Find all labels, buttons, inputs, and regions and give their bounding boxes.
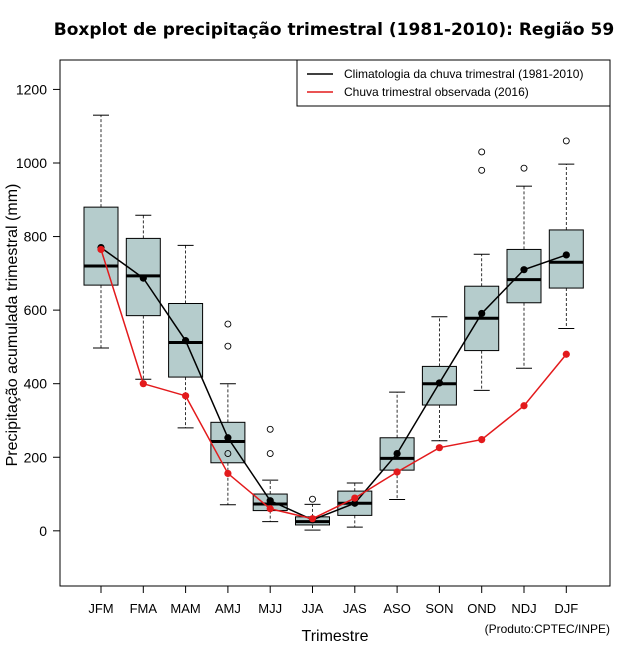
series-point-observed [478,436,486,444]
series-point-observed [139,380,147,388]
y-tick-label: 1200 [16,81,47,97]
series-point-climatology [520,266,528,274]
x-tick-label-aso: ASO [383,601,410,616]
series-point-observed [435,444,443,452]
outlier-point [224,342,232,350]
x-tick-label-ndj: NDJ [511,601,536,616]
iqr-box [506,248,542,304]
box-jfm [83,114,119,349]
series-point-observed [562,350,570,358]
y-tick-label: 200 [24,449,48,465]
series-point-observed [520,402,528,410]
outlier-point [478,148,486,156]
outlier-point [478,166,486,174]
series-line-observed [100,249,567,520]
series-point-climatology [224,434,232,442]
y-tick-label: 0 [39,523,47,539]
series-point-climatology [182,337,190,345]
series-point-observed [182,392,190,400]
series-point-observed [308,515,317,523]
x-tick-label-jja: JJA [302,601,324,616]
outlier-point [266,425,274,433]
series-point-observed [266,505,274,513]
x-tick-label-fma: FMA [130,601,158,616]
x-tick-label-amj: AMJ [215,601,241,616]
x-tick-label-son: SON [425,601,453,616]
series-point-climatology [435,379,443,387]
x-axis-label: Trimestre [302,628,369,645]
legend: Climatologia da chuva trimestral (1981-2… [296,59,611,107]
series-point-observed [393,468,401,476]
boxes [83,114,584,531]
box-ond [464,148,500,391]
series-point-climatology [266,497,274,505]
series-point-climatology [393,449,401,458]
box-aso [379,391,415,501]
legend-label-observed: Chuva trimestral observada (2016) [344,85,529,99]
series-point-observed [97,245,105,254]
outlier-point [224,450,232,458]
y-tick-label: 800 [24,229,48,245]
outlier-point [520,164,528,172]
outlier-point [562,137,570,145]
y-tick-label: 600 [24,302,48,318]
x-axis: JFM FMA MAM AMJ MJJ JJA JAS ASO SON OND NDJ DJF [88,586,578,616]
box-amj [210,320,246,506]
box-mam [168,244,204,429]
series-point-climatology [351,499,359,507]
series-line-climatology [100,246,567,521]
box-ndj [506,164,542,369]
chart-title: Boxplot de precipitação trimestral (1981… [54,20,614,40]
outlier-point [224,320,232,328]
series-point-climatology [562,251,570,259]
y-axis: 0 200 400 600 800 1000 1200 [16,81,60,539]
series-point-climatology [139,274,147,282]
outlier-point [266,450,274,458]
x-tick-label-mam: MAM [170,601,200,616]
y-tick-label: 400 [24,376,48,392]
product-credit: (Produto:CPTEC/INPE) [485,622,610,636]
x-tick-label-jas: JAS [343,601,367,616]
series-point-observed [224,469,232,478]
y-axis-label: Precipitação acumulada trimestral (mm) [4,184,21,467]
series-lines [97,243,570,524]
legend-label-climatology: Climatologia da chuva trimestral (1981-2… [344,67,583,81]
x-tick-label-djf: DJF [554,601,578,616]
x-tick-label-ond: OND [467,601,496,616]
series-point-climatology [478,309,486,318]
x-tick-label-jfm: JFM [88,601,113,616]
outlier-point [309,495,316,503]
y-tick-label: 1000 [16,155,47,171]
series-point-observed [351,494,359,502]
box-djf [548,137,584,330]
x-tick-label-mjj: MJJ [258,601,282,616]
legend-box [296,59,611,107]
box-fma [125,214,161,380]
box-son [421,316,457,442]
